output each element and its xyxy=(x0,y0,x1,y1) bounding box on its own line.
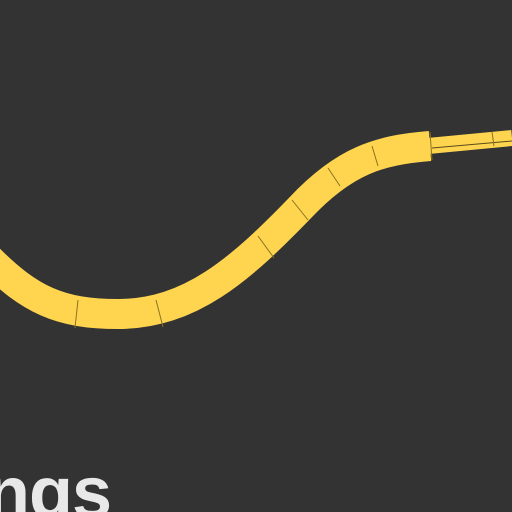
ribbon-tail-seam xyxy=(431,140,512,149)
ribbon-segment-marks xyxy=(74,131,495,329)
ribbon-curve xyxy=(0,131,432,330)
ribbon-tail xyxy=(427,130,512,154)
caption-text: ngs xyxy=(0,453,112,512)
